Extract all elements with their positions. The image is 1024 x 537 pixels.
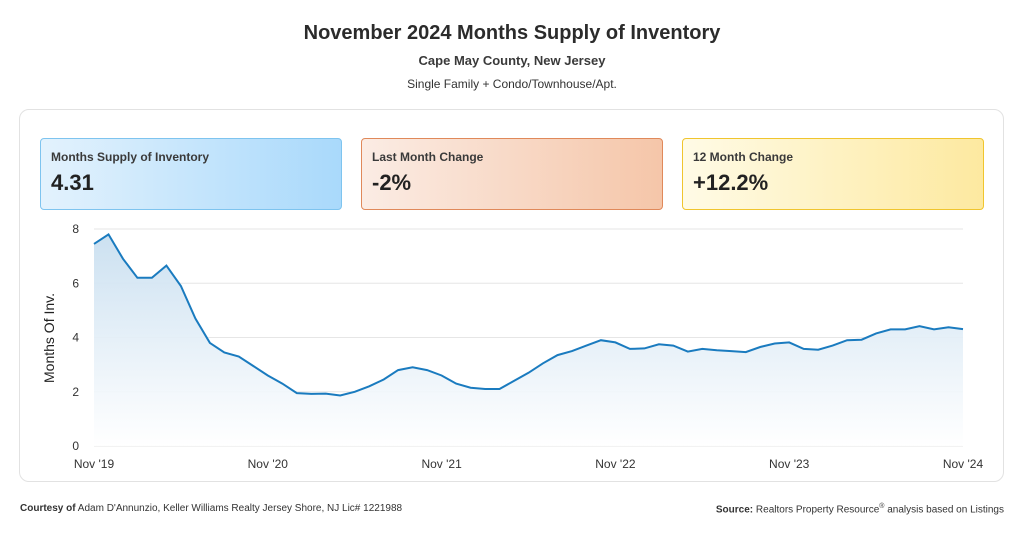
y-axis-title: Months Of Inv. [41, 293, 57, 383]
x-tick-label: Nov '21 [421, 457, 462, 471]
courtesy-label: Courtesy of [20, 503, 76, 514]
area-fill [94, 234, 963, 446]
series-line [93, 232, 964, 397]
source-label: Source: [715, 504, 754, 516]
x-tick-label: Nov '20 [248, 457, 289, 471]
x-tick-label: Nov '22 [595, 457, 636, 471]
x-tick-labels: Nov '19 Nov '20 Nov '21 Nov '22 Nov '23 Nov '… [74, 457, 984, 471]
y-tick-label: 6 [72, 276, 79, 290]
y-tick-label: 4 [72, 331, 79, 345]
page-title: November 2024 Months Supply of Inventory [303, 22, 721, 44]
source-footer: Source: Realtors Property Resource® anal… [716, 503, 1004, 515]
card-label: 12 Month Change [693, 150, 794, 164]
twelve-month-change-card: 12 Month Change +12.2% [682, 138, 984, 210]
source-suffix: analysis based on Listings [887, 504, 1004, 516]
last-month-change-card: Last Month Change -2% [361, 138, 663, 210]
card-label: Last Month Change [372, 150, 484, 164]
y-tick-label: 0 [72, 439, 79, 453]
y-tick-labels: 0 2 4 6 8 [72, 222, 79, 453]
location-subtitle: Cape May County, New Jersey [418, 53, 606, 68]
x-tick-label: Nov '24 [943, 457, 984, 471]
y-tick-label: 8 [72, 222, 79, 236]
registered-mark: ® [879, 503, 885, 510]
months-supply-card: Months Supply of Inventory 4.31 [40, 138, 342, 210]
card-label: Months Supply of Inventory [51, 150, 209, 164]
y-tick-label: 2 [72, 385, 79, 399]
courtesy-footer: Courtesy of Adam D'Annunzio, Keller Will… [20, 503, 402, 514]
x-tick-label: Nov '23 [769, 457, 810, 471]
courtesy-text: Adam D'Annunzio, Keller Williams Realty … [77, 503, 403, 514]
property-types-subtitle: Single Family + Condo/Townhouse/Apt. [407, 77, 617, 91]
source-text: Realtors Property Resource [755, 504, 880, 516]
card-value: 4.31 [51, 170, 94, 195]
x-tick-label: Nov '19 [74, 457, 115, 471]
card-value: -2% [372, 170, 412, 195]
data-points [93, 234, 964, 396]
card-value: +12.2% [693, 170, 769, 195]
